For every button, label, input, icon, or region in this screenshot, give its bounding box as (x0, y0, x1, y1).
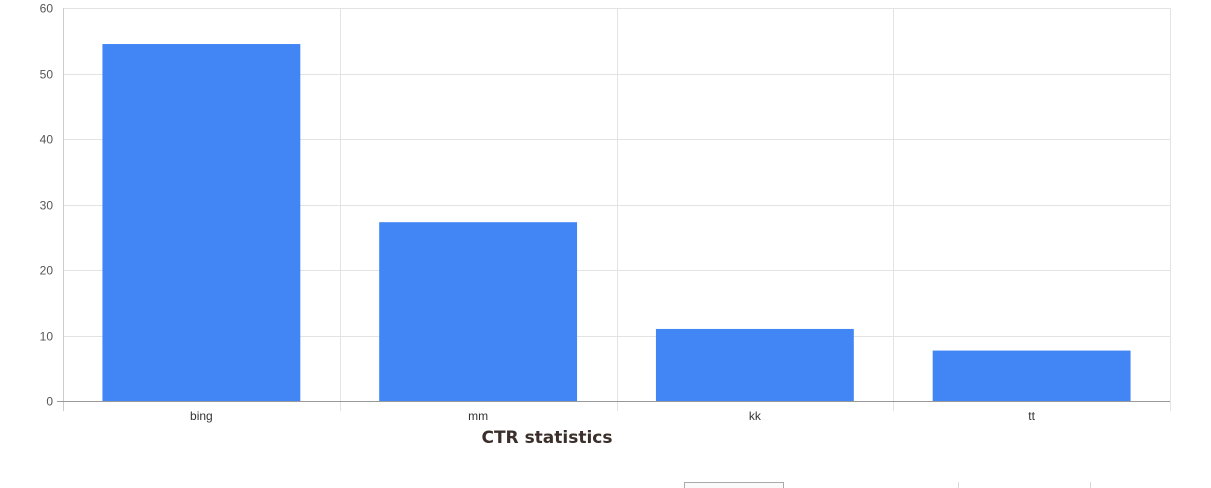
x-tick-label: kk (749, 409, 762, 423)
y-tick-label: 50 (40, 68, 54, 82)
partial-divider (1090, 482, 1091, 488)
y-tick-label: 40 (40, 133, 54, 147)
bar-mm (379, 222, 578, 401)
bar-bing (102, 44, 301, 402)
chart-title: CTR statistics (481, 428, 613, 448)
y-tick-label: 30 (40, 199, 54, 213)
y-tick-label: 0 (46, 395, 53, 409)
y-tick-label: 10 (40, 330, 54, 344)
partial-input-field[interactable] (684, 482, 784, 488)
y-tick-label: 60 (40, 2, 54, 16)
bars (102, 44, 1131, 402)
x-tick-label: bing (190, 409, 213, 423)
y-tick-label: 20 (40, 264, 54, 278)
tick-labels: 0 10 20 30 40 50 60 bing mm kk tt (40, 2, 1036, 424)
bar-kk (655, 328, 854, 401)
partial-divider (958, 482, 959, 488)
axes (57, 8, 1170, 411)
x-tick-label: mm (468, 409, 488, 423)
x-tick-label: tt (1028, 409, 1035, 423)
bar-tt (932, 350, 1131, 401)
